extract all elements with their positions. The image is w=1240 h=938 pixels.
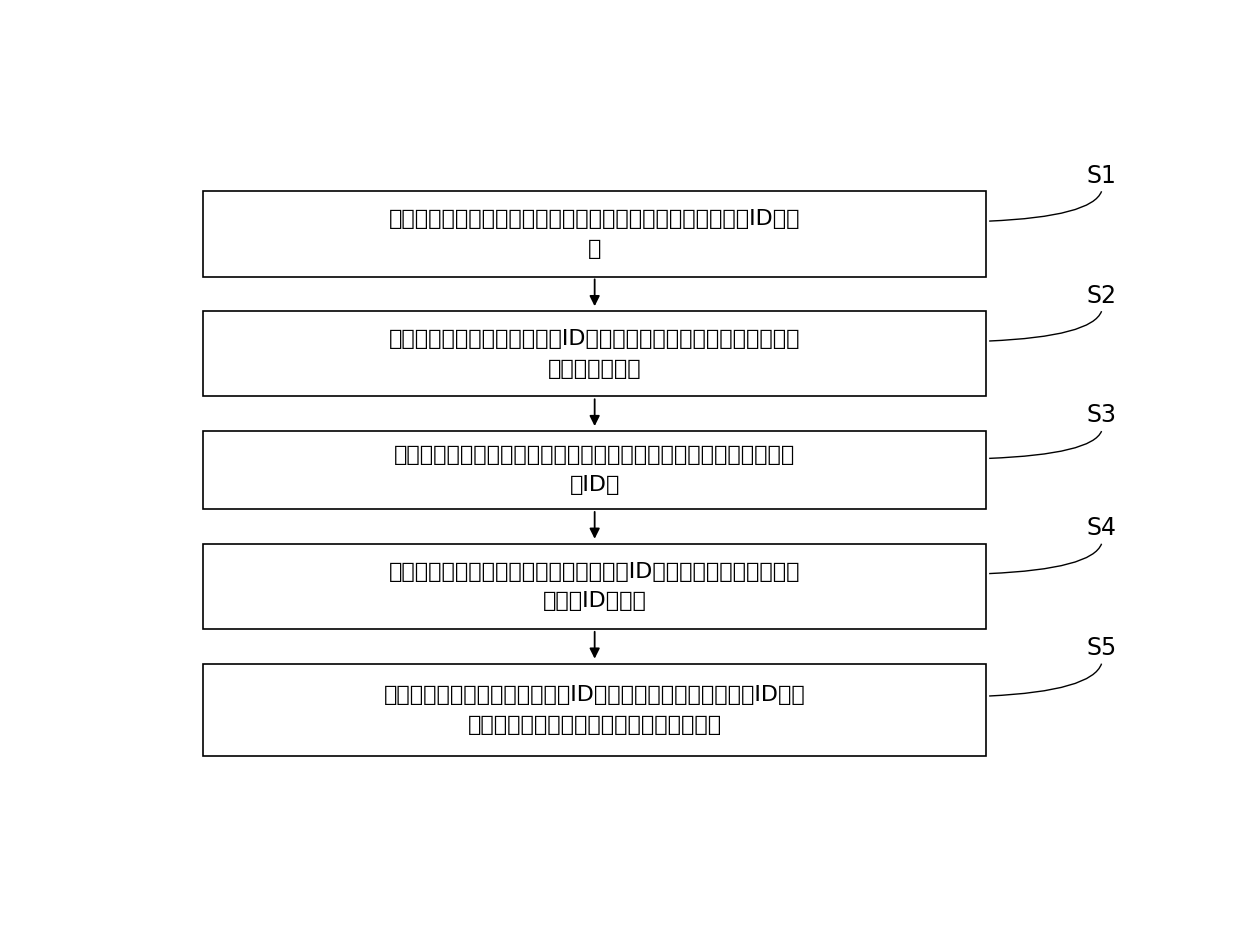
Text: S2: S2 <box>1086 283 1116 308</box>
Text: 信息发送装置在发送所述带有ID的信息时判断本次发送信息是否与上
次发送信息相同: 信息发送装置在发送所述带有ID的信息时判断本次发送信息是否与上 次发送信息相同 <box>389 329 800 379</box>
Bar <box>203 431 986 509</box>
Bar <box>203 544 986 629</box>
Bar <box>203 664 986 756</box>
Text: S4: S4 <box>1086 516 1116 540</box>
Text: 如果判断本次发送信息与上次发送信息不同，则改变本次发送信息中
的ID值: 如果判断本次发送信息与上次发送信息不同，则改变本次发送信息中 的ID值 <box>394 446 795 495</box>
Text: S3: S3 <box>1086 403 1116 428</box>
Bar <box>203 191 986 277</box>
Text: 信息发送装置每隔第一预设时间向所述信息接收装置发送带有ID的信
息: 信息发送装置每隔第一预设时间向所述信息接收装置发送带有ID的信 息 <box>389 209 800 259</box>
Text: 如果判断本次接收到的信息中的ID值与上次接收到的信息中的ID值不
同，则根据本次接收到的信息进行变量处理: 如果判断本次接收到的信息中的ID值与上次接收到的信息中的ID值不 同，则根据本次… <box>384 685 806 734</box>
Bar <box>203 311 986 397</box>
Text: S5: S5 <box>1086 636 1117 660</box>
Text: S1: S1 <box>1086 163 1116 188</box>
Text: 信息接收装置判断本次接收到的信息中的ID值是否与上次接收到的信
息中的ID值相同: 信息接收装置判断本次接收到的信息中的ID值是否与上次接收到的信 息中的ID值相同 <box>389 562 800 612</box>
